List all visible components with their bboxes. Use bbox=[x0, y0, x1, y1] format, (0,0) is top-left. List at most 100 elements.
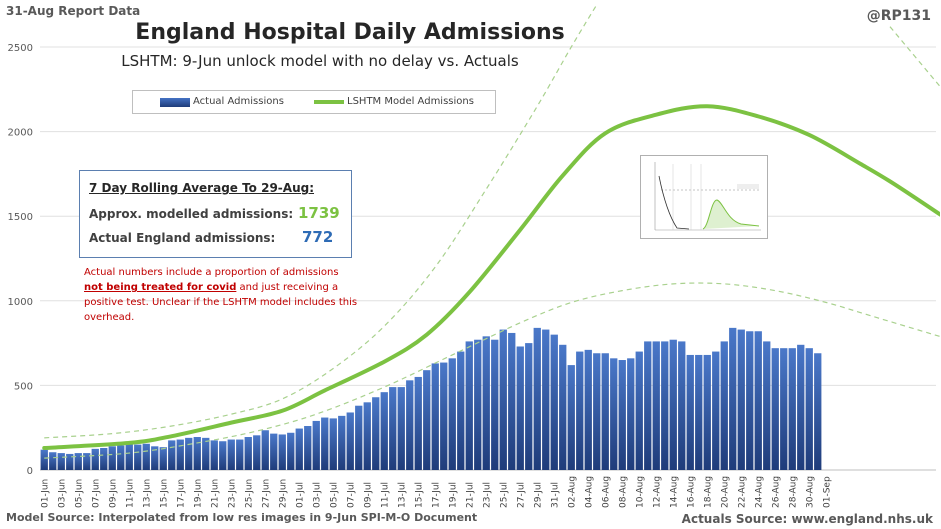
x-tick-label: 12-Aug bbox=[652, 476, 662, 508]
actual-admissions-bar bbox=[703, 354, 711, 470]
actual-admissions-bar bbox=[533, 327, 541, 470]
actual-admissions-bar bbox=[168, 440, 176, 470]
actual-admissions-bar bbox=[142, 443, 150, 470]
actual-admissions-bar bbox=[346, 412, 354, 470]
thumbnail-chart-icon bbox=[654, 162, 761, 231]
actual-admissions-value: 772 bbox=[302, 228, 334, 246]
x-tick-label: 23-Jul bbox=[482, 482, 492, 508]
actual-admissions-bar bbox=[159, 447, 167, 470]
y-tick-label: 1000 bbox=[8, 297, 33, 308]
actual-admissions-bar bbox=[720, 341, 728, 470]
actual-admissions-bar bbox=[644, 341, 652, 470]
modelled-admissions-value: 1739 bbox=[298, 204, 340, 222]
actual-admissions-bar bbox=[576, 351, 584, 470]
actual-admissions-bar bbox=[686, 354, 694, 470]
x-tick-label: 22-Aug bbox=[737, 476, 747, 508]
actual-admissions-bar bbox=[185, 437, 193, 470]
y-tick-label: 500 bbox=[14, 381, 33, 392]
actual-admissions-bar bbox=[712, 351, 720, 470]
actual-admissions-bar bbox=[363, 402, 371, 470]
x-tick-label: 11-Jul bbox=[380, 482, 390, 508]
x-tick-label: 15-Jul bbox=[414, 482, 424, 508]
actual-admissions-bar bbox=[176, 439, 184, 470]
x-tick-label: 03-Jun bbox=[57, 479, 67, 508]
actual-admissions-bar bbox=[771, 348, 779, 470]
actual-admissions-label: Actual England admissions: bbox=[89, 231, 276, 245]
actual-admissions-bar bbox=[406, 380, 414, 470]
actual-admissions-bar bbox=[100, 448, 108, 470]
chart-subtitle: LSHTM: 9-Jun unlock model with no delay … bbox=[121, 52, 519, 70]
x-tick-label: 23-Jun bbox=[227, 479, 237, 508]
actual-admissions-bar bbox=[618, 360, 626, 470]
actual-admissions-bar bbox=[669, 339, 677, 470]
actual-admissions-bar bbox=[678, 341, 686, 470]
note-emphasis: not being treated for covid bbox=[84, 282, 237, 293]
x-tick-label: 08-Aug bbox=[618, 476, 628, 508]
report-date-label: 31-Aug Report Data bbox=[6, 4, 141, 18]
actual-admissions-bar bbox=[525, 343, 533, 470]
actual-admissions-bar bbox=[780, 348, 788, 470]
actual-admissions-bar bbox=[652, 341, 660, 470]
x-tick-label: 03-Jul bbox=[312, 482, 322, 508]
actual-admissions-bar bbox=[729, 327, 737, 470]
actual-admissions-bar bbox=[57, 453, 65, 470]
actual-admissions-bar bbox=[797, 344, 805, 470]
actual-admissions-bar bbox=[601, 353, 609, 470]
actual-admissions-bar bbox=[295, 428, 303, 470]
x-tick-label: 11-Jun bbox=[125, 479, 135, 508]
y-tick-label: 0 bbox=[27, 466, 33, 477]
legend-actual-label: Actual Admissions bbox=[193, 96, 284, 107]
legend-line-swatch bbox=[314, 100, 344, 104]
legend-model-label: LSHTM Model Admissions bbox=[347, 96, 474, 107]
actual-admissions-bar bbox=[244, 437, 252, 470]
chart-title: England Hospital Daily Admissions bbox=[135, 20, 565, 45]
x-tick-label: 19-Jul bbox=[448, 482, 458, 508]
rolling-average-box: 7 Day Rolling Average To 29-Aug: Approx.… bbox=[79, 170, 352, 258]
actual-admissions-bar bbox=[567, 365, 575, 470]
actual-admissions-bar bbox=[312, 420, 320, 470]
chart-legend: Actual Admissions LSHTM Model Admissions bbox=[132, 90, 496, 114]
actual-admissions-bar bbox=[737, 329, 745, 470]
x-tick-label: 14-Aug bbox=[669, 476, 679, 508]
x-tick-label: 27-Jun bbox=[261, 479, 271, 508]
actual-admissions-bar bbox=[91, 448, 99, 470]
x-tick-label: 25-Jun bbox=[244, 479, 254, 508]
x-tick-label: 19-Jun bbox=[193, 479, 203, 508]
actual-admissions-bar bbox=[465, 341, 473, 470]
actual-admissions-bar bbox=[431, 363, 439, 470]
actual-admissions-bar bbox=[125, 443, 133, 470]
actual-admissions-bar bbox=[117, 445, 125, 470]
x-tick-label: 02-Aug bbox=[567, 476, 577, 508]
actual-admissions-bar bbox=[202, 437, 210, 470]
admissions-caveat-note: Actual numbers include a proportion of a… bbox=[84, 265, 359, 325]
actual-admissions-bar bbox=[814, 353, 822, 470]
actual-admissions-bar bbox=[627, 358, 635, 470]
x-tick-label: 24-Aug bbox=[754, 476, 764, 508]
model-lower-bound-line bbox=[44, 282, 940, 459]
y-tick-label: 2500 bbox=[8, 43, 33, 54]
actual-admissions-bar bbox=[423, 370, 431, 470]
actual-admissions-bar bbox=[338, 415, 346, 470]
model-upper-bound-line bbox=[44, 4, 598, 439]
actual-admissions-bar bbox=[49, 452, 57, 470]
actual-admissions-bar bbox=[661, 341, 669, 470]
x-tick-label: 01-Jul bbox=[295, 482, 305, 508]
x-tick-label: 29-Jul bbox=[533, 482, 543, 508]
x-tick-label: 09-Jul bbox=[363, 482, 373, 508]
x-tick-label: 21-Jun bbox=[210, 479, 220, 508]
modelled-admissions-label: Approx. modelled admissions: bbox=[89, 207, 294, 221]
actual-admissions-bar bbox=[397, 387, 405, 470]
actual-admissions-bar bbox=[355, 405, 363, 470]
actual-admissions-bar bbox=[321, 417, 329, 470]
model-source-footer: Model Source: Interpolated from low res … bbox=[6, 511, 478, 524]
actual-admissions-bar bbox=[83, 453, 91, 470]
x-tick-label: 20-Aug bbox=[720, 476, 730, 508]
x-tick-label: 25-Jul bbox=[499, 482, 509, 508]
x-tick-label: 05-Jun bbox=[74, 479, 84, 508]
x-axis-labels: 01-Jun 03-Jun 05-Jun 07-Jun 09-Jun 11-Jun 13-J… bbox=[40, 476, 832, 508]
actual-admissions-bar bbox=[508, 332, 516, 470]
actual-admissions-bar bbox=[253, 435, 261, 470]
x-tick-label: 13-Jul bbox=[397, 482, 407, 508]
x-tick-label: 16-Aug bbox=[686, 476, 696, 508]
